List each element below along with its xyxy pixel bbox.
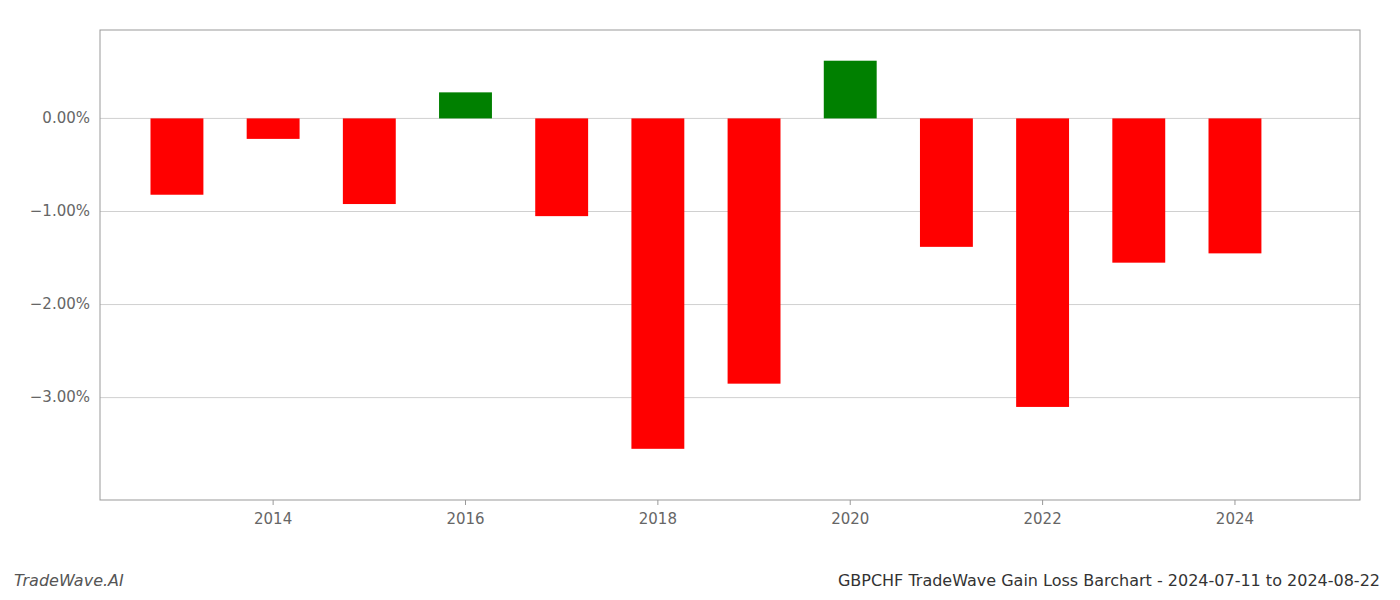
bar — [343, 118, 396, 204]
chart: 0.00%−1.00%−2.00%−3.00%20142016201820202… — [0, 0, 1400, 600]
x-tick-label: 2020 — [831, 510, 869, 528]
watermark: TradeWave.AI — [14, 571, 124, 590]
bar — [439, 92, 492, 118]
x-tick-label: 2014 — [254, 510, 292, 528]
x-tick-label: 2022 — [1024, 510, 1062, 528]
x-tick — [1234, 500, 1235, 505]
plot-frame — [100, 30, 1360, 500]
y-tick-label: 0.00% — [42, 109, 90, 127]
bars — [150, 61, 1261, 449]
bar — [247, 118, 300, 138]
x-tick — [273, 500, 274, 505]
x-tick — [850, 500, 851, 505]
bar — [728, 118, 781, 383]
y-tick-label: −3.00% — [30, 388, 90, 406]
x-ticks: 2014 2016 2018 2020 2022 2024 — [254, 500, 1254, 528]
bar — [1209, 118, 1262, 253]
bar — [631, 118, 684, 448]
grid — [100, 118, 1360, 397]
x-tick-label: 2018 — [639, 510, 677, 528]
y-ticks: 0.00% −1.00% −2.00% −3.00% — [30, 109, 90, 406]
x-tick — [1042, 500, 1043, 505]
bar — [1112, 118, 1165, 262]
x-tick — [657, 500, 658, 505]
grid-line — [100, 397, 1360, 398]
x-tick — [465, 500, 466, 505]
bar — [150, 118, 203, 194]
bar — [920, 118, 973, 246]
y-tick-label: −2.00% — [30, 295, 90, 313]
bar — [535, 118, 588, 216]
bar — [1016, 118, 1069, 407]
x-tick-label: 2016 — [446, 510, 484, 528]
title: GBPCHF TradeWave Gain Loss Barchart - 20… — [838, 571, 1380, 590]
bar — [824, 61, 877, 119]
y-tick-label: −1.00% — [30, 202, 90, 220]
x-tick-label: 2024 — [1216, 510, 1254, 528]
